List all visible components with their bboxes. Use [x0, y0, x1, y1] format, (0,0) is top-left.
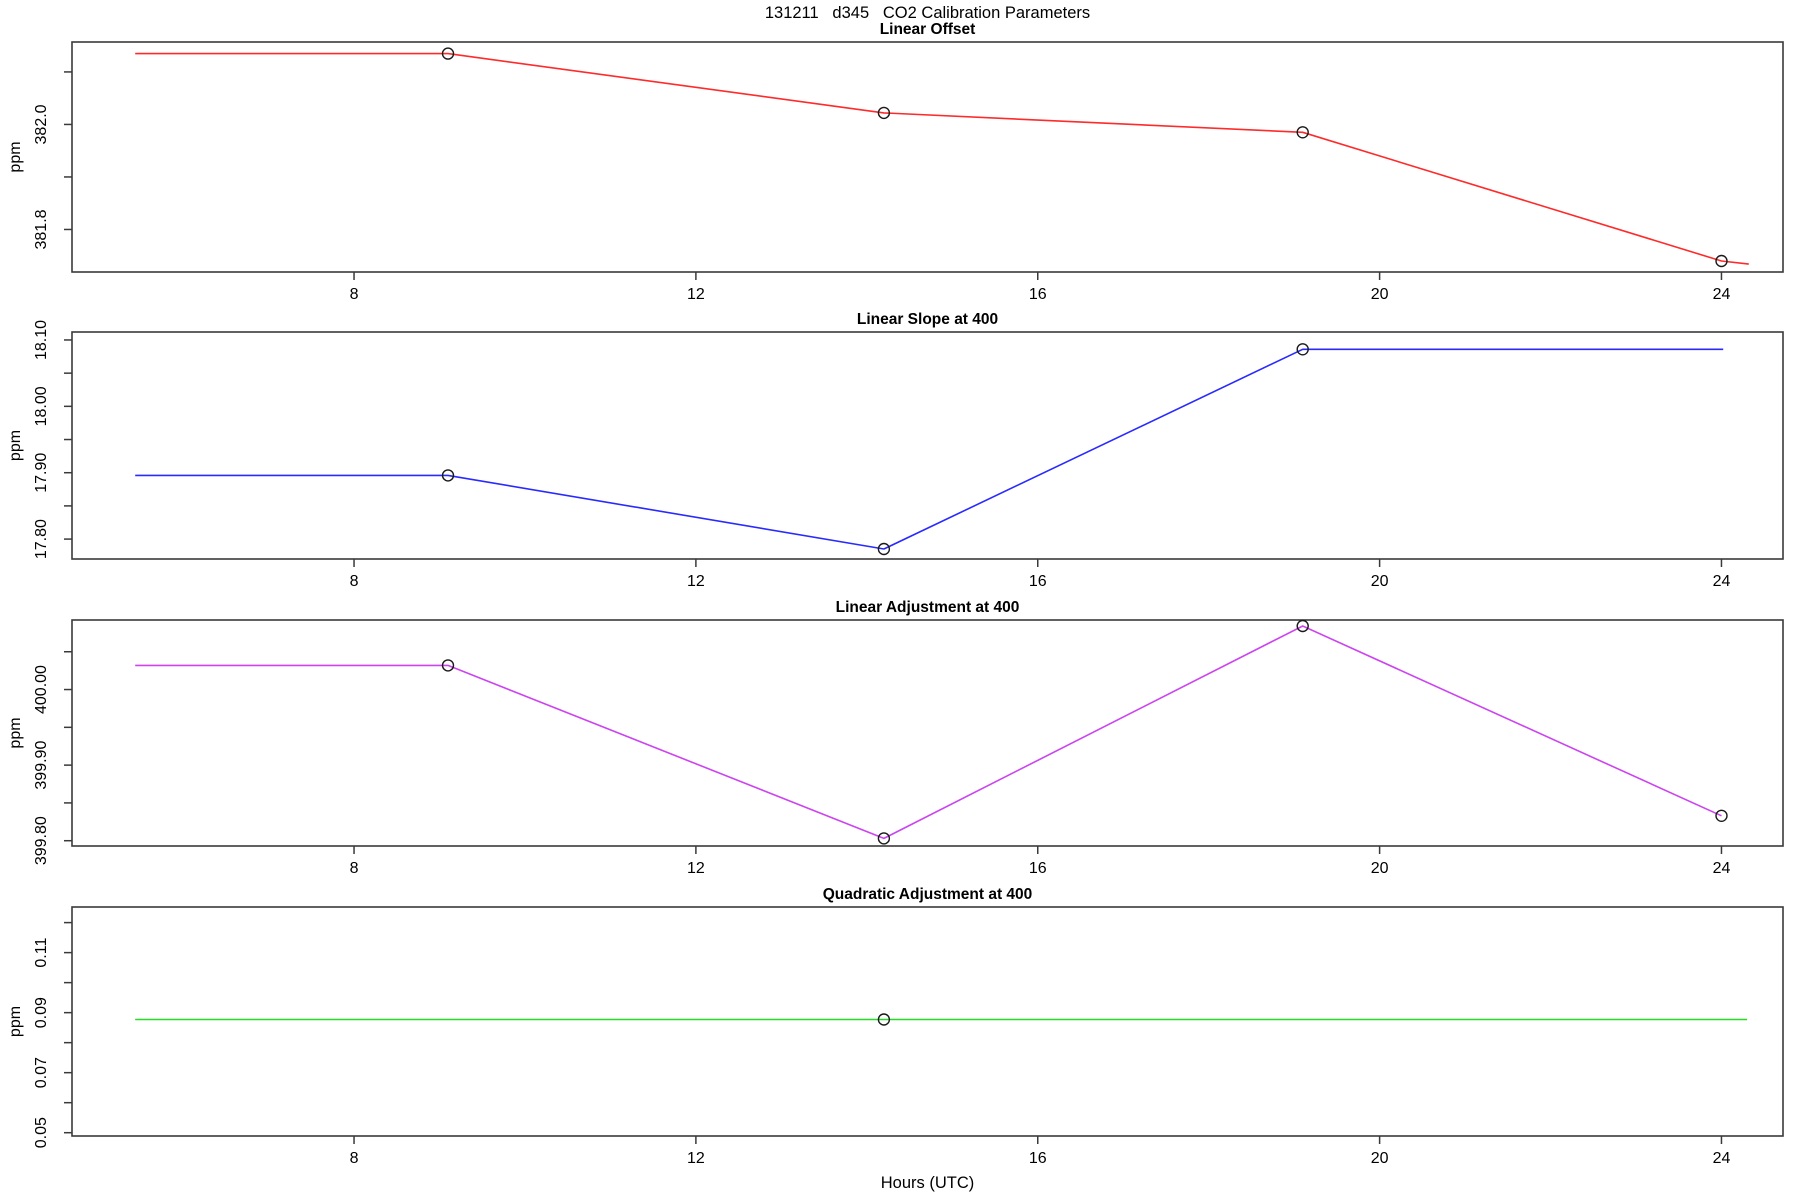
data-point-marker — [1715, 809, 1728, 822]
data-point-marker — [1296, 126, 1309, 139]
x-axis-label: Hours (UTC) — [881, 1174, 975, 1192]
data-point-marker — [441, 469, 455, 482]
y-tick-label: 18.00 — [33, 386, 50, 426]
x-tick-label: 20 — [1371, 1150, 1389, 1167]
y-tick-label: 17.80 — [33, 519, 50, 559]
x-tick-label: 16 — [1029, 1150, 1047, 1167]
series-line — [135, 625, 1722, 840]
y-tick-label: 0.11 — [33, 938, 50, 968]
data-point-marker — [1715, 254, 1728, 268]
y-tick-label: 381.8 — [33, 209, 50, 249]
y-tick-label: 18.10 — [33, 320, 50, 360]
data-point-marker — [877, 106, 891, 120]
data-point-marker — [441, 659, 455, 672]
y-axis-label: ppm — [7, 430, 24, 461]
x-tick-label: 12 — [687, 573, 705, 590]
data-point-marker — [877, 1013, 891, 1026]
x-tick-label: 24 — [1713, 286, 1731, 303]
series-line — [135, 52, 1749, 265]
y-axis-label: ppm — [7, 1006, 24, 1037]
data-point-marker — [441, 47, 455, 60]
x-tick-label: 24 — [1713, 860, 1731, 877]
plot-border — [71, 619, 1784, 847]
y-tick-label: 399.90 — [33, 741, 50, 790]
x-tick-label: 12 — [687, 860, 705, 877]
x-tick-label: 12 — [687, 286, 705, 303]
data-point-marker — [877, 542, 891, 556]
x-tick-label: 8 — [350, 573, 359, 590]
y-tick-label: 0.07 — [33, 1057, 50, 1088]
x-tick-label: 16 — [1029, 573, 1047, 590]
x-tick-label: 20 — [1371, 860, 1389, 877]
plot-border — [71, 41, 1784, 273]
y-tick-label: 0.05 — [33, 1117, 50, 1148]
data-point-marker — [1296, 619, 1309, 633]
data-point-marker — [1296, 343, 1309, 356]
x-tick-label: 20 — [1371, 573, 1389, 590]
main-title: 131211 d345 CO2 Calibration Parameters — [765, 4, 1090, 22]
y-tick-label: 400.00 — [33, 665, 50, 714]
x-tick-label: 16 — [1029, 860, 1047, 877]
y-tick-label: 399.80 — [33, 816, 50, 865]
data-point-marker — [877, 832, 891, 845]
y-tick-label: 17.90 — [33, 453, 50, 493]
x-tick-label: 8 — [350, 1150, 359, 1167]
plot-border — [71, 906, 1784, 1137]
x-tick-label: 8 — [350, 286, 359, 303]
x-tick-label: 12 — [687, 1150, 705, 1167]
x-tick-label: 8 — [350, 860, 359, 877]
x-tick-label: 20 — [1371, 286, 1389, 303]
y-axis-label: ppm — [7, 717, 24, 748]
y-tick-label: 0.09 — [33, 997, 50, 1028]
panel-title: Linear Slope at 400 — [857, 311, 998, 328]
panel-title: Linear Adjustment at 400 — [836, 599, 1020, 616]
y-axis-label: ppm — [7, 141, 24, 172]
x-tick-label: 24 — [1713, 1150, 1731, 1167]
x-tick-label: 24 — [1713, 573, 1731, 590]
panel-title: Linear Offset — [880, 21, 976, 38]
series-line — [135, 348, 1724, 550]
panel-title: Quadratic Adjustment at 400 — [823, 886, 1033, 903]
y-tick-label: 382.0 — [33, 104, 50, 144]
x-tick-label: 16 — [1029, 286, 1047, 303]
plot-border — [71, 331, 1784, 560]
